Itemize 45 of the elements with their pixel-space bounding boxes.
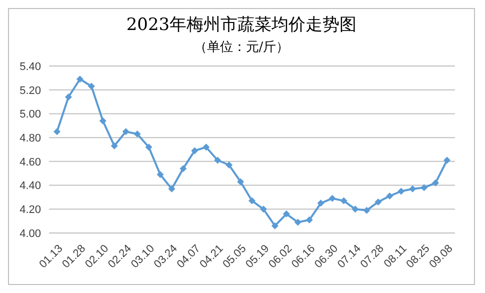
point xyxy=(248,197,256,204)
y-tick-label: 4.40 xyxy=(20,180,41,192)
chart-title: 2023年梅州市蔬菜均价走势图 xyxy=(125,14,358,36)
point xyxy=(328,194,336,202)
point xyxy=(226,162,233,169)
point xyxy=(191,147,198,154)
point xyxy=(99,117,106,124)
y-tick-label: 5.00 xyxy=(20,108,41,121)
point xyxy=(110,142,118,150)
point xyxy=(156,171,164,178)
point xyxy=(317,200,324,207)
y-tick-label: 5.40 xyxy=(20,60,41,73)
point xyxy=(64,94,72,101)
point xyxy=(340,197,348,204)
point xyxy=(386,192,394,200)
y-tick-label: 4.20 xyxy=(20,204,41,216)
point xyxy=(282,210,290,218)
point xyxy=(409,185,416,192)
point xyxy=(444,156,450,164)
point xyxy=(374,198,382,206)
point xyxy=(54,128,60,136)
point xyxy=(271,222,278,230)
chart-subtitle: （单位：元/斤） xyxy=(192,39,290,56)
point xyxy=(420,184,428,192)
point xyxy=(168,185,176,192)
point xyxy=(180,165,187,172)
point xyxy=(214,156,222,164)
point xyxy=(306,216,313,224)
point xyxy=(237,178,244,186)
y-tick-label: 4.80 xyxy=(20,132,41,144)
point xyxy=(122,128,130,136)
point xyxy=(352,206,359,213)
y-tick-label: 4.60 xyxy=(20,156,41,168)
point xyxy=(260,206,267,213)
point xyxy=(202,144,210,151)
point xyxy=(76,76,84,83)
point xyxy=(294,218,302,226)
point xyxy=(363,206,370,214)
point xyxy=(398,188,405,195)
point xyxy=(88,82,95,90)
point xyxy=(134,130,141,138)
y-tick-label: 5.20 xyxy=(20,84,41,97)
y-tick-label: 4.00 xyxy=(20,228,41,240)
point xyxy=(432,179,440,186)
point xyxy=(145,144,152,151)
